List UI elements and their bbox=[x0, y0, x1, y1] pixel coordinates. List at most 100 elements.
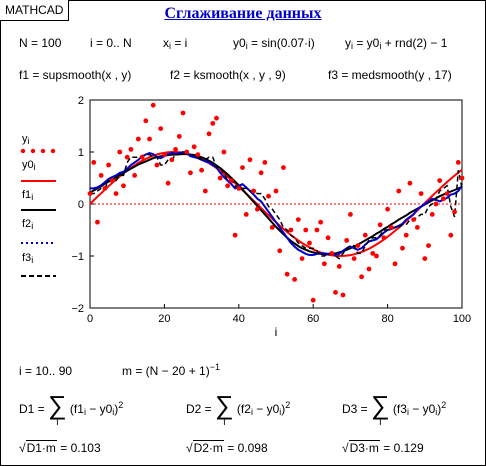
data-point bbox=[158, 126, 164, 131]
data-point bbox=[191, 144, 197, 150]
legend-y-label: yi bbox=[22, 133, 30, 146]
data-point bbox=[333, 290, 338, 295]
legend-f1-label: f1i bbox=[22, 189, 34, 202]
x-tick-label: 20 bbox=[158, 313, 170, 325]
data-point bbox=[269, 225, 275, 230]
y0-subscript: i bbox=[245, 41, 248, 51]
m-definition[interactable]: m = (N − 20 + 1)−1 bbox=[122, 362, 220, 378]
data-point bbox=[336, 264, 342, 269]
data-point bbox=[217, 175, 223, 181]
data-point bbox=[299, 256, 305, 261]
d2-definition[interactable]: D2 = ∑ i (f2i − y0i)2 bbox=[186, 390, 291, 428]
data-point bbox=[202, 188, 208, 194]
data-point bbox=[206, 131, 212, 137]
data-point bbox=[255, 206, 260, 212]
m-expr: m = (N − 20 + 1) bbox=[122, 364, 210, 378]
data-point bbox=[232, 232, 238, 238]
f3-definition[interactable]: f3 = medsmooth(y , 17) bbox=[328, 68, 452, 82]
data-point bbox=[221, 149, 227, 155]
f2-definition[interactable]: f2 = ksmooth(x , y , 9) bbox=[170, 68, 286, 82]
data-point bbox=[109, 178, 115, 183]
data-point bbox=[195, 152, 201, 157]
data-point bbox=[426, 243, 431, 249]
data-point bbox=[243, 212, 249, 217]
data-point bbox=[429, 212, 435, 217]
sqrt-icon: √ bbox=[19, 441, 26, 455]
data-point bbox=[121, 183, 126, 189]
data-point bbox=[128, 147, 134, 152]
data-point bbox=[210, 121, 216, 126]
y-tick-label: 0 bbox=[78, 199, 84, 211]
data-point bbox=[87, 191, 93, 196]
legend-f1-swatch bbox=[21, 209, 56, 211]
data-point bbox=[370, 251, 376, 256]
data-point bbox=[284, 271, 290, 277]
y0-rhs: = sin(0.07·i) bbox=[247, 36, 315, 50]
data-point bbox=[455, 160, 461, 165]
data-point bbox=[165, 180, 171, 186]
data-point bbox=[247, 157, 253, 163]
data-point bbox=[348, 212, 353, 217]
legend-f2-label: f2i bbox=[22, 218, 34, 231]
data-point bbox=[314, 227, 320, 233]
y-tick-label: 2 bbox=[78, 95, 84, 107]
data-point bbox=[288, 227, 294, 233]
d3-definition[interactable]: D3 = ∑ i (f3i − y0i)2 bbox=[342, 390, 447, 428]
data-point bbox=[444, 191, 450, 196]
legend-f3-label: f3i bbox=[22, 252, 34, 265]
y-tick-label: 1 bbox=[78, 147, 84, 159]
data-point bbox=[273, 188, 279, 194]
x-tick-label: 80 bbox=[381, 313, 393, 325]
data-point bbox=[266, 193, 271, 199]
data-point bbox=[448, 232, 454, 238]
data-point bbox=[381, 235, 387, 241]
data-point bbox=[414, 225, 420, 230]
legend-y0-swatch bbox=[21, 180, 56, 182]
data-point bbox=[392, 261, 398, 267]
y0-definition[interactable]: y0i = sin(0.07·i) bbox=[233, 36, 315, 51]
data-point bbox=[329, 251, 335, 256]
data-point bbox=[184, 149, 190, 155]
y-tick-label: −2 bbox=[71, 303, 84, 315]
data-point bbox=[117, 149, 123, 155]
x-tick-label: 40 bbox=[233, 313, 245, 325]
n-definition[interactable]: N = 100 bbox=[19, 36, 62, 50]
data-point bbox=[162, 152, 167, 157]
x-tick-label: 100 bbox=[453, 313, 471, 325]
data-point bbox=[340, 292, 346, 298]
legend-f2-swatch bbox=[21, 242, 56, 244]
data-point bbox=[295, 217, 301, 222]
data-point bbox=[351, 256, 357, 261]
f1-definition[interactable]: f1 = supsmooth(x , y) bbox=[19, 68, 132, 82]
i-range-definition[interactable]: i = 0.. N bbox=[90, 36, 132, 50]
data-point bbox=[400, 245, 405, 251]
data-point bbox=[236, 186, 242, 191]
sum-icon: ∑ bbox=[48, 390, 67, 420]
x-name: x bbox=[163, 36, 169, 50]
rms2-result[interactable]: √D2·m = 0.098 bbox=[186, 440, 268, 455]
data-point bbox=[277, 248, 283, 254]
data-point bbox=[321, 261, 327, 267]
x-definition[interactable]: xi = i bbox=[163, 36, 187, 51]
data-point bbox=[407, 180, 413, 186]
data-point bbox=[199, 167, 205, 173]
rms1-result[interactable]: √D1·m = 0.103 bbox=[19, 440, 101, 455]
i-range2-definition[interactable]: i = 10.. 90 bbox=[19, 364, 73, 378]
sum-icon: ∑ bbox=[371, 390, 390, 420]
smoothing-chart[interactable]: 0 20 40 60 80 100 2 1 0 −1 −2 i bbox=[60, 92, 480, 348]
d1-definition[interactable]: D1 = ∑ i (f1i − y0i)2 bbox=[19, 390, 124, 428]
legend-f3-swatch bbox=[21, 275, 56, 277]
data-point bbox=[262, 160, 268, 165]
data-point bbox=[251, 188, 257, 194]
data-point bbox=[441, 196, 446, 202]
data-point bbox=[303, 227, 309, 233]
y-definition[interactable]: yi = y0i + rnd(2) − 1 bbox=[345, 36, 447, 51]
data-point bbox=[366, 266, 372, 272]
data-point bbox=[318, 219, 324, 225]
data-point bbox=[418, 191, 424, 196]
data-point bbox=[143, 118, 149, 124]
data-point bbox=[95, 219, 100, 225]
data-point bbox=[258, 170, 264, 176]
rms3-result[interactable]: √D3·m = 0.129 bbox=[342, 440, 424, 455]
data-point bbox=[113, 191, 119, 196]
